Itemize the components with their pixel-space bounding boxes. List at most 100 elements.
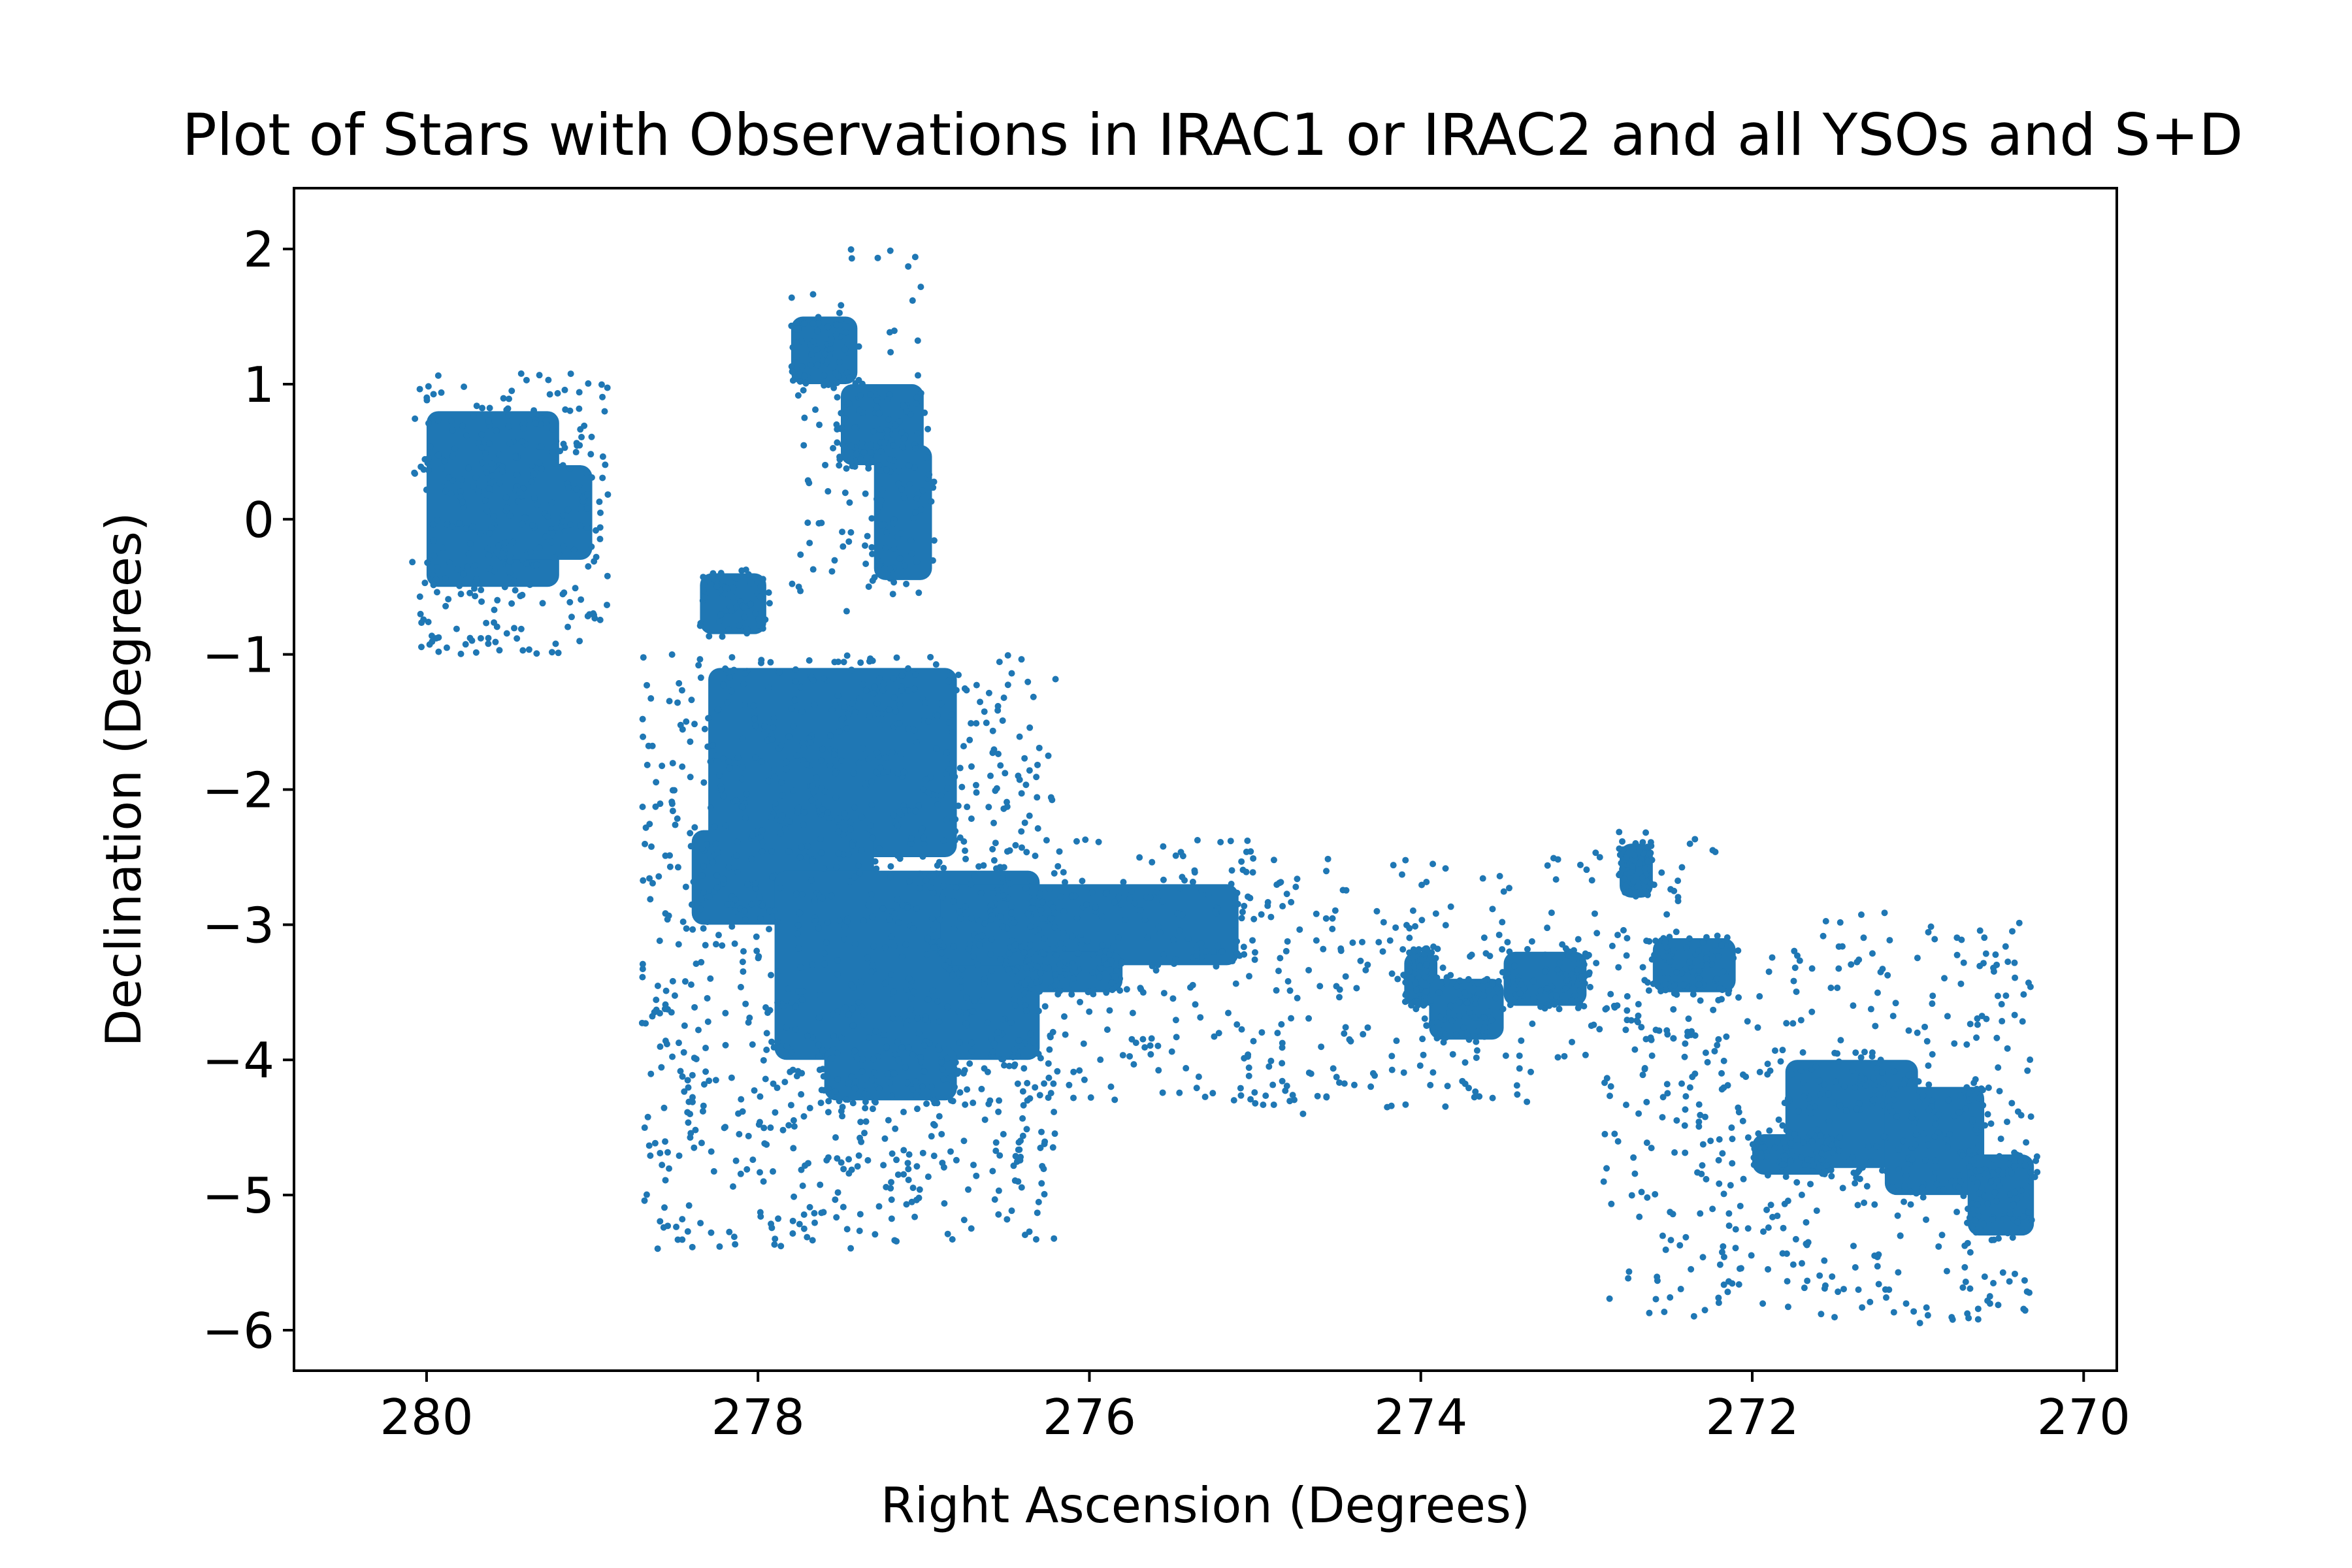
star-point [890, 988, 898, 996]
star-point [1447, 903, 1454, 910]
star-point [1266, 1063, 1273, 1070]
star-point [1022, 885, 1030, 892]
star-point [1279, 1077, 1286, 1085]
star-point [1767, 1201, 1774, 1209]
star-point [639, 715, 646, 723]
star-point [938, 949, 945, 956]
star-point [815, 1041, 823, 1049]
star-point [802, 380, 809, 387]
star-point [894, 1038, 901, 1045]
star-point [409, 559, 416, 566]
star-point [1925, 1062, 1932, 1070]
star-point [832, 702, 839, 709]
star-point [890, 1070, 898, 1077]
star-point [797, 587, 804, 595]
star-point [973, 681, 980, 689]
star-point [1861, 1049, 1868, 1056]
star-point [851, 424, 858, 431]
star-point [1654, 1277, 1661, 1284]
plot-frame [293, 187, 2118, 1372]
star-point [471, 562, 478, 569]
star-point [964, 1186, 972, 1193]
star-point [2004, 1119, 2011, 1126]
star-point [896, 701, 904, 708]
star-point [1132, 1039, 1139, 1047]
star-point [1798, 1191, 1805, 1198]
star-point [1415, 946, 1422, 953]
star-point [1603, 1165, 1610, 1172]
star-point [810, 338, 817, 345]
star-point [1639, 839, 1646, 846]
star-point [2019, 1018, 2026, 1025]
star-point [713, 884, 721, 891]
star-point [859, 1056, 866, 1063]
star-point [536, 544, 543, 551]
star-point [596, 536, 604, 543]
star-point [874, 404, 881, 411]
star-point [700, 779, 708, 786]
star-point [1652, 938, 1659, 945]
star-point [870, 690, 877, 697]
star-point [1516, 990, 1524, 997]
star-point [699, 1107, 706, 1115]
star-point [1499, 946, 1506, 953]
star-point [1022, 1007, 1030, 1015]
star-point [1662, 980, 1669, 987]
star-point [1051, 870, 1058, 877]
star-point [1475, 990, 1482, 997]
star-point [766, 600, 773, 607]
star-point [793, 752, 800, 759]
star-point [479, 459, 486, 466]
star-point [1062, 1031, 1069, 1038]
star-point [1907, 1201, 1914, 1208]
star-point [896, 720, 903, 727]
star-point [584, 491, 591, 498]
star-point [687, 1130, 694, 1137]
star-point [1422, 988, 1429, 996]
star-point [449, 453, 456, 460]
star-point [666, 698, 673, 705]
star-point [657, 1149, 664, 1156]
star-point [831, 751, 838, 758]
star-point [482, 497, 489, 504]
star-point [1075, 949, 1082, 956]
star-point [551, 443, 559, 450]
star-point [1087, 1094, 1094, 1101]
star-point [1329, 925, 1336, 932]
star-point [2027, 1177, 2034, 1184]
star-point [519, 647, 527, 654]
star-point [1623, 854, 1630, 861]
star-point [478, 444, 485, 451]
star-point [2031, 1173, 2038, 1181]
star-point [707, 804, 714, 811]
star-point [839, 441, 846, 448]
star-point [921, 1041, 928, 1049]
star-point [1507, 1002, 1514, 1009]
star-point [536, 459, 543, 466]
x-axis-label: Right Ascension (Degrees) [881, 1477, 1530, 1534]
star-point [1836, 1147, 1843, 1154]
star-point [570, 546, 578, 553]
star-point [1245, 1064, 1252, 1071]
star-point [938, 872, 945, 879]
star-point [1247, 848, 1254, 855]
star-point [681, 1088, 688, 1095]
star-point [896, 417, 903, 425]
star-point [918, 1058, 925, 1066]
star-point [951, 925, 958, 932]
star-point [1305, 966, 1313, 973]
star-point [1041, 935, 1048, 942]
star-point [889, 1150, 896, 1157]
star-point [599, 393, 606, 400]
star-point [1961, 1264, 1968, 1271]
star-point [900, 768, 907, 776]
star-point [966, 736, 973, 743]
star-point [740, 681, 747, 688]
star-point [821, 949, 828, 956]
star-point [647, 1152, 654, 1159]
star-point [985, 689, 992, 696]
star-point [1782, 1173, 1789, 1181]
star-point [2023, 1139, 2030, 1146]
star-point [845, 851, 852, 858]
star-point [1051, 924, 1058, 931]
